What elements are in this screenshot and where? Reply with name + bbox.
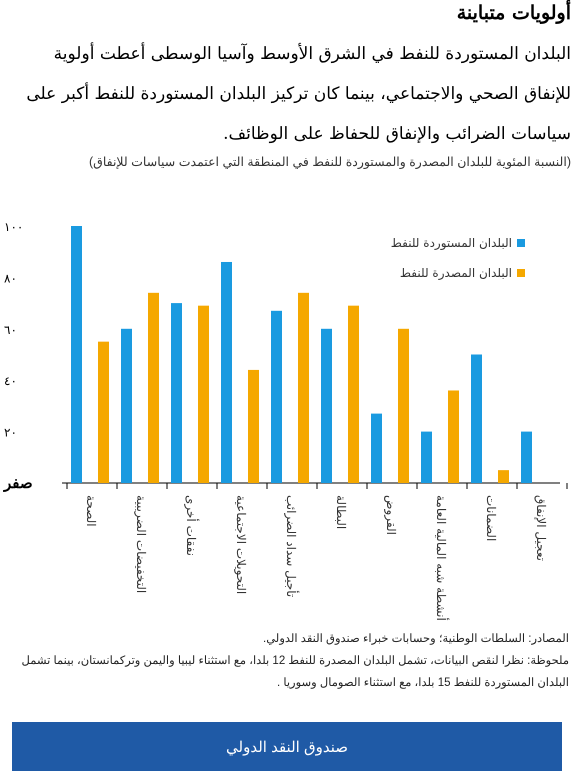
bar [148, 292, 159, 483]
footer-label: صندوق النقد الدولي [226, 738, 349, 756]
bar [71, 226, 82, 483]
x-tick-label: القروض [384, 495, 398, 535]
bar [398, 328, 409, 483]
bar [298, 292, 309, 483]
bar-chart: صفر ٢٠ ٤٠ ٦٠ ٨٠ ١٠٠ الصحة التخفيضات الضريبية نفق… [3, 220, 568, 621]
y-tick-label: ٢٠ [4, 426, 17, 440]
bar [171, 303, 182, 483]
legend-swatch [517, 239, 525, 247]
bar [471, 354, 482, 483]
bar [371, 413, 382, 483]
bar [421, 431, 432, 483]
y-tick-label: ١٠٠ [4, 220, 23, 234]
legend-label: البلدان المصدرة للنفط [400, 266, 512, 281]
y-tick-label: ٤٠ [4, 374, 17, 388]
y-tick-label: ٦٠ [4, 323, 17, 337]
chart-subtitle: (النسبة المئوية للبلدان المصدرة والمستور… [88, 155, 571, 169]
data-note-line-2: البلدان المستوردة للنفط 15 بلدا، مع استث… [276, 677, 569, 689]
x-tick-label: الصحة [84, 495, 98, 527]
bar [248, 369, 259, 483]
sources-note: المصادر: السلطات الوطنية؛ وحسابات خبراء … [263, 633, 569, 645]
bar [98, 341, 109, 483]
x-tick-label: التخفيضات الضريبية [134, 495, 148, 593]
intro-paragraph: البلدان المستوردة للنفط في الشرق الأوسط … [26, 44, 571, 144]
page-title: أولويات متباينة [456, 2, 571, 24]
x-tick-label: تعجيل الإنفاق [533, 495, 548, 561]
data-note-line-1: ملحوظة: نظرا لنقص البيانات، تشمل البلدان… [21, 655, 570, 667]
bar [221, 261, 232, 483]
bar [198, 305, 209, 483]
legend-swatch [517, 269, 525, 277]
x-tick-label: البطالة [334, 495, 348, 529]
bar [498, 470, 509, 483]
bar [121, 328, 132, 483]
y-tick-label: ٨٠ [4, 271, 17, 285]
imf-footer-banner[interactable]: صندوق النقد الدولي [12, 722, 562, 771]
bar [321, 328, 332, 483]
bar [348, 305, 359, 483]
x-tick-label: نفقات أخرى [184, 495, 199, 556]
x-tick-label: أنشطة شبه المالية العامة [434, 495, 449, 621]
bar [521, 431, 532, 483]
chart-notes: المصادر: السلطات الوطنية؛ وحسابات خبراء … [9, 628, 570, 694]
x-tick-label: تأجيل سداد الضرائب [284, 495, 300, 597]
x-tick-label: التحويلات الاجتماعية [234, 495, 248, 594]
y-tick-label: صفر [3, 474, 33, 492]
x-tick-label: الضمانات [484, 495, 498, 541]
legend-label: البلدان المستوردة للنفط [391, 236, 512, 251]
bar [271, 310, 282, 483]
bar [448, 390, 459, 483]
